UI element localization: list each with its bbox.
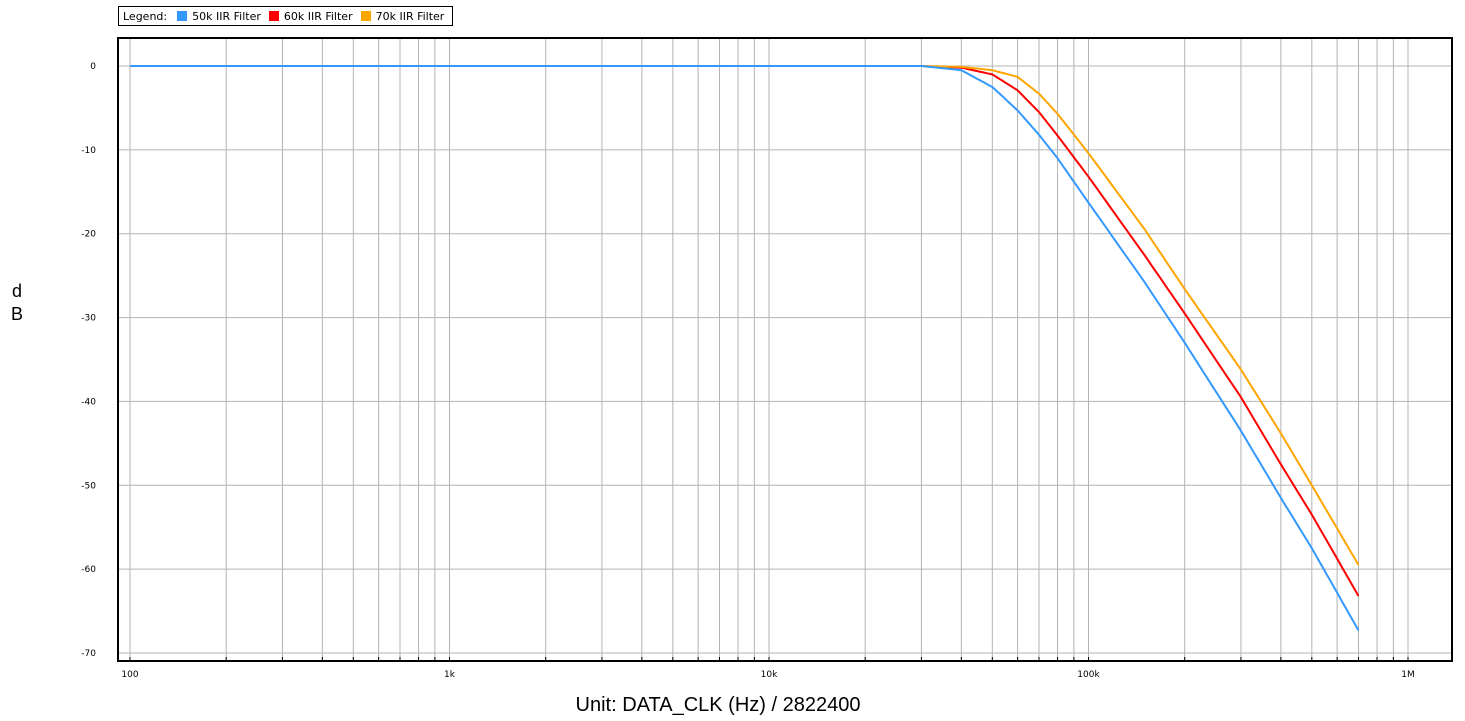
series-layer [130, 65, 1360, 631]
legend-swatch-60k [268, 11, 279, 21]
series-line-2 [130, 65, 1360, 566]
x-axis-label: Unit: DATA_CLK (Hz) / 2822400 [575, 694, 861, 716]
legend-item-70k: 70k IIR Filter [360, 9, 445, 23]
y-axis-label-char: d [11, 281, 22, 301]
plot-frame [117, 37, 1453, 662]
tick-layer: 100 1k 10k 100k 1M 0 -10 -20 -30 -40 -50 -60 -70 [81, 62, 1414, 680]
chart-legend: Legend: 50k IIR Filter 60k IIR Filter 70… [118, 6, 454, 26]
x-tick-label: 1k [444, 670, 456, 680]
y-axis-label-char: B [10, 304, 23, 324]
series-line-0 [130, 65, 1360, 631]
legend-label-50k: 50k IIR Filter [192, 9, 261, 23]
x-tick-label: 100 [121, 670, 138, 680]
y-tick-label: -60 [81, 565, 96, 575]
legend-label-60k: 60k IIR Filter [283, 9, 353, 23]
series-line-1 [130, 65, 1360, 597]
legend-swatch-70k [360, 11, 371, 21]
y-tick-label: -50 [81, 481, 96, 491]
y-tick-label: -40 [81, 397, 96, 407]
legend-item-60k: 60k IIR Filter [268, 9, 353, 23]
x-tick-label: 1M [1401, 670, 1415, 680]
legend-label-70k: 70k IIR Filter [375, 9, 445, 23]
y-tick-label: 0 [90, 62, 96, 72]
y-tick-label: -30 [81, 314, 96, 324]
legend-swatch-50k [177, 11, 188, 21]
y-tick-label: -20 [81, 230, 96, 240]
x-tick-label: 10k [761, 670, 778, 680]
y-tick-label: -70 [81, 649, 96, 659]
grid-layer [118, 38, 1452, 661]
x-tick-label: 100k [1077, 670, 1100, 680]
legend-item-50k: 50k IIR Filter [177, 10, 261, 23]
legend-title: Legend: [123, 9, 168, 23]
y-tick-label: -10 [81, 146, 96, 156]
